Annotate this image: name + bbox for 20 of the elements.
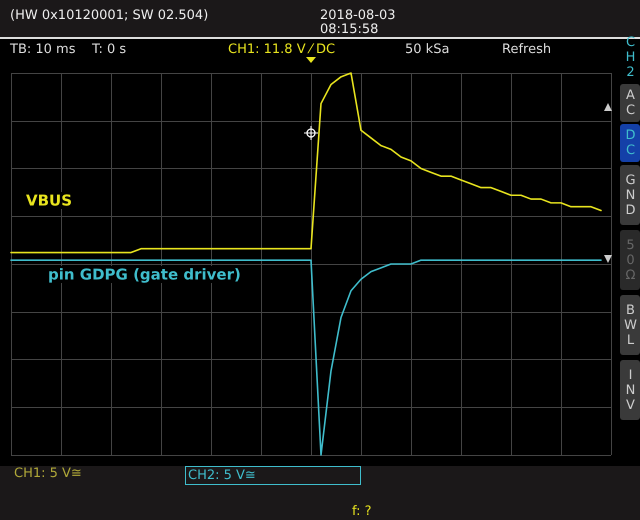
text: 2018-08-03 [320,8,396,23]
text: f: ? [352,504,372,519]
text: GND [620,165,640,225]
text: INV [620,360,640,420]
text: (HW 0x10120001; SW 02.504) [10,8,208,23]
text: VBUS [26,192,72,210]
text: CH1: 11.8 V ⁄ DC [228,42,336,57]
text: CH2 [622,35,639,80]
text: 50 kSa [405,42,450,57]
text: 50Ω [620,230,640,290]
series-label: pin GDPG (gate driver) [48,266,241,284]
text: DC [620,124,640,162]
text: CH1: 5 V≅ [14,466,82,481]
text: T: 0 s [92,42,126,57]
text: 08:15:58 [320,22,378,37]
text: TB: 10 ms [10,42,76,57]
text: BWL [620,295,640,355]
text: CH2: 5 V≅ [185,466,361,485]
text: Refresh [502,42,552,57]
text: AC [620,84,640,122]
